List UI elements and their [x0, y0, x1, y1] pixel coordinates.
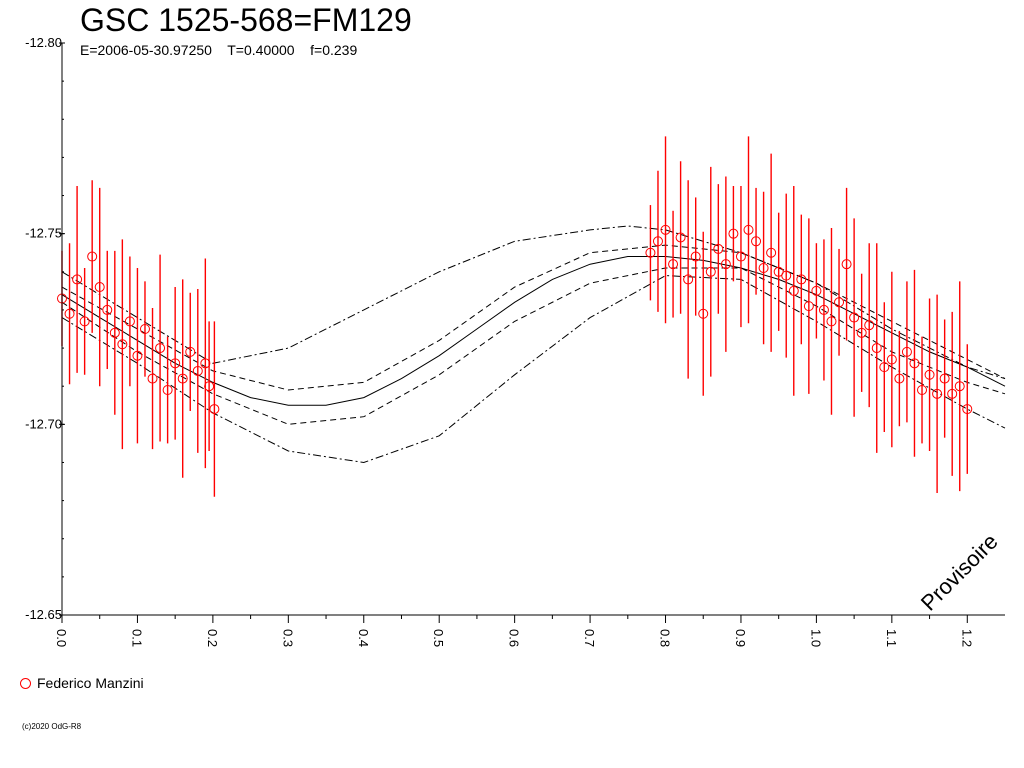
data-point [788, 285, 799, 296]
data-point [886, 354, 897, 365]
data-point [826, 316, 837, 327]
point-layer [57, 224, 973, 415]
data-point [155, 343, 166, 354]
data-point [735, 251, 746, 262]
y-tick-label: -12.80 [25, 35, 62, 50]
chart-subtitle: E=2006-05-30.97250 T=0.40000 f=0.239 [80, 42, 358, 58]
data-point [200, 358, 211, 369]
data-point [871, 343, 882, 354]
data-point [811, 285, 822, 296]
legend: Federico Manzini [20, 675, 144, 691]
x-tick-label: 1.1 [884, 629, 899, 647]
data-point [879, 362, 890, 373]
model-curve-dashed [61, 267, 1006, 425]
watermark-provisoire: Provisoire [916, 529, 1003, 616]
data-point [683, 274, 694, 285]
data-point [758, 262, 769, 273]
data-point [117, 339, 128, 350]
data-point [652, 236, 663, 247]
axes-layer: -12.80 -12.75 -12.70 -12.65 0.0 0.1 0.2 0.3 0.4 0… [25, 35, 1005, 647]
data-point [192, 365, 203, 376]
data-point [177, 373, 188, 384]
data-point [939, 373, 950, 384]
data-point [856, 327, 867, 338]
data-point [751, 236, 762, 247]
data-point [139, 324, 150, 334]
data-point [834, 297, 845, 308]
x-tick-label: 0.8 [658, 629, 673, 647]
data-point [87, 251, 98, 262]
data-point [102, 304, 113, 315]
data-point [909, 358, 920, 369]
data-point [713, 243, 724, 254]
data-point [170, 358, 181, 369]
data-point [954, 381, 965, 392]
legend-label: Federico Manzini [37, 675, 144, 691]
data-point [64, 308, 75, 319]
x-tick-label: 0.2 [205, 629, 220, 647]
data-point [705, 266, 716, 277]
data-point [660, 224, 671, 235]
legend-circle-icon [20, 677, 31, 689]
copyright-note: (c)2020 OdG-R8 [22, 722, 82, 731]
data-point [698, 308, 709, 319]
data-point [79, 316, 90, 327]
model-curve-dashed [61, 244, 1006, 391]
data-point [894, 373, 905, 384]
chart-title: GSC 1525-568=FM129 [80, 2, 412, 38]
x-tick-label: 0.3 [280, 629, 295, 647]
curve-layer [61, 225, 1006, 464]
x-tick-label: 0.1 [129, 629, 144, 647]
x-tick-label: 0.7 [582, 629, 597, 647]
data-point [901, 346, 912, 357]
data-point [690, 251, 701, 262]
data-point [204, 381, 215, 392]
y-tick-label: -12.75 [25, 226, 62, 241]
model-curve-solid [61, 256, 1006, 406]
data-point [668, 259, 679, 270]
data-point [743, 224, 754, 235]
y-tick-label: -12.70 [25, 416, 62, 431]
x-tick-label: 0.5 [431, 629, 446, 647]
data-point [962, 404, 973, 415]
x-tick-label: 1.0 [808, 629, 823, 647]
data-point [209, 404, 220, 415]
x-tick-label: 1.2 [959, 629, 974, 647]
y-tick-label: -12.65 [25, 607, 62, 622]
data-point [124, 316, 135, 327]
data-point [932, 388, 943, 399]
data-point [849, 312, 860, 323]
x-tick-label: 0.4 [356, 629, 371, 647]
data-point [766, 247, 777, 258]
data-point [109, 327, 120, 338]
data-point [162, 385, 173, 396]
data-point [645, 247, 656, 258]
data-point [796, 274, 807, 285]
data-point [781, 270, 792, 281]
data-point [185, 346, 196, 357]
x-tick-label: 0.6 [507, 629, 522, 647]
error-bar-layer [61, 136, 968, 497]
data-point [924, 369, 935, 380]
data-point [728, 228, 739, 239]
data-point [72, 274, 83, 285]
data-point [720, 259, 731, 270]
data-point [132, 350, 143, 361]
data-point [864, 320, 875, 331]
model-curve-dash-dot [61, 275, 1006, 464]
data-point [147, 373, 158, 384]
data-point [94, 282, 105, 293]
data-point [803, 301, 814, 312]
data-point [841, 259, 852, 270]
data-point [675, 232, 686, 243]
data-point [917, 385, 928, 396]
model-curve-dash-dot [61, 225, 1006, 380]
data-point [818, 304, 829, 315]
data-point [947, 388, 958, 399]
x-tick-label: 0.9 [733, 629, 748, 647]
x-tick-label: 0.0 [54, 629, 69, 647]
